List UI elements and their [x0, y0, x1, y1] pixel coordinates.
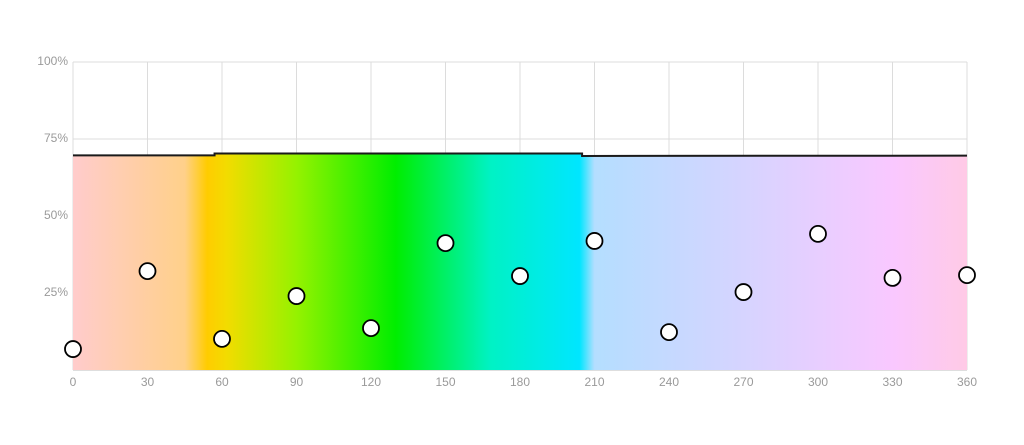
x-tick-label: 240 — [659, 375, 679, 389]
x-tick-label: 270 — [733, 375, 753, 389]
plot — [64, 152, 976, 370]
point — [64, 340, 82, 358]
point — [213, 329, 231, 348]
x-tick-label: 180 — [510, 375, 530, 389]
x-tick-label: 360 — [957, 375, 977, 389]
y-tick-label: 75% — [44, 131, 68, 145]
point — [287, 287, 306, 305]
x-tick-label: 30 — [141, 375, 155, 389]
point — [436, 234, 455, 253]
point — [362, 319, 380, 338]
y-tick-label: 25% — [44, 285, 68, 299]
point — [660, 323, 678, 342]
x-tick-label: 120 — [361, 375, 381, 389]
line — [73, 152, 968, 157]
point — [511, 267, 529, 285]
point — [734, 283, 753, 301]
x-tick-label: 60 — [215, 375, 229, 389]
x-tick-label: 150 — [435, 375, 455, 389]
x-tick-label: 300 — [808, 375, 828, 389]
point — [958, 266, 976, 285]
x-tick-label: 90 — [290, 375, 304, 389]
point — [809, 224, 827, 243]
y-tick-label: 50% — [44, 208, 68, 222]
x-tick-label: 330 — [882, 375, 902, 389]
area — [73, 153, 967, 370]
point — [585, 232, 604, 250]
x-tick-label: 0 — [70, 375, 77, 389]
point — [883, 269, 902, 287]
y-tick-label: 100% — [37, 54, 68, 68]
x-tick-label: 210 — [584, 375, 604, 389]
point — [138, 262, 157, 281]
